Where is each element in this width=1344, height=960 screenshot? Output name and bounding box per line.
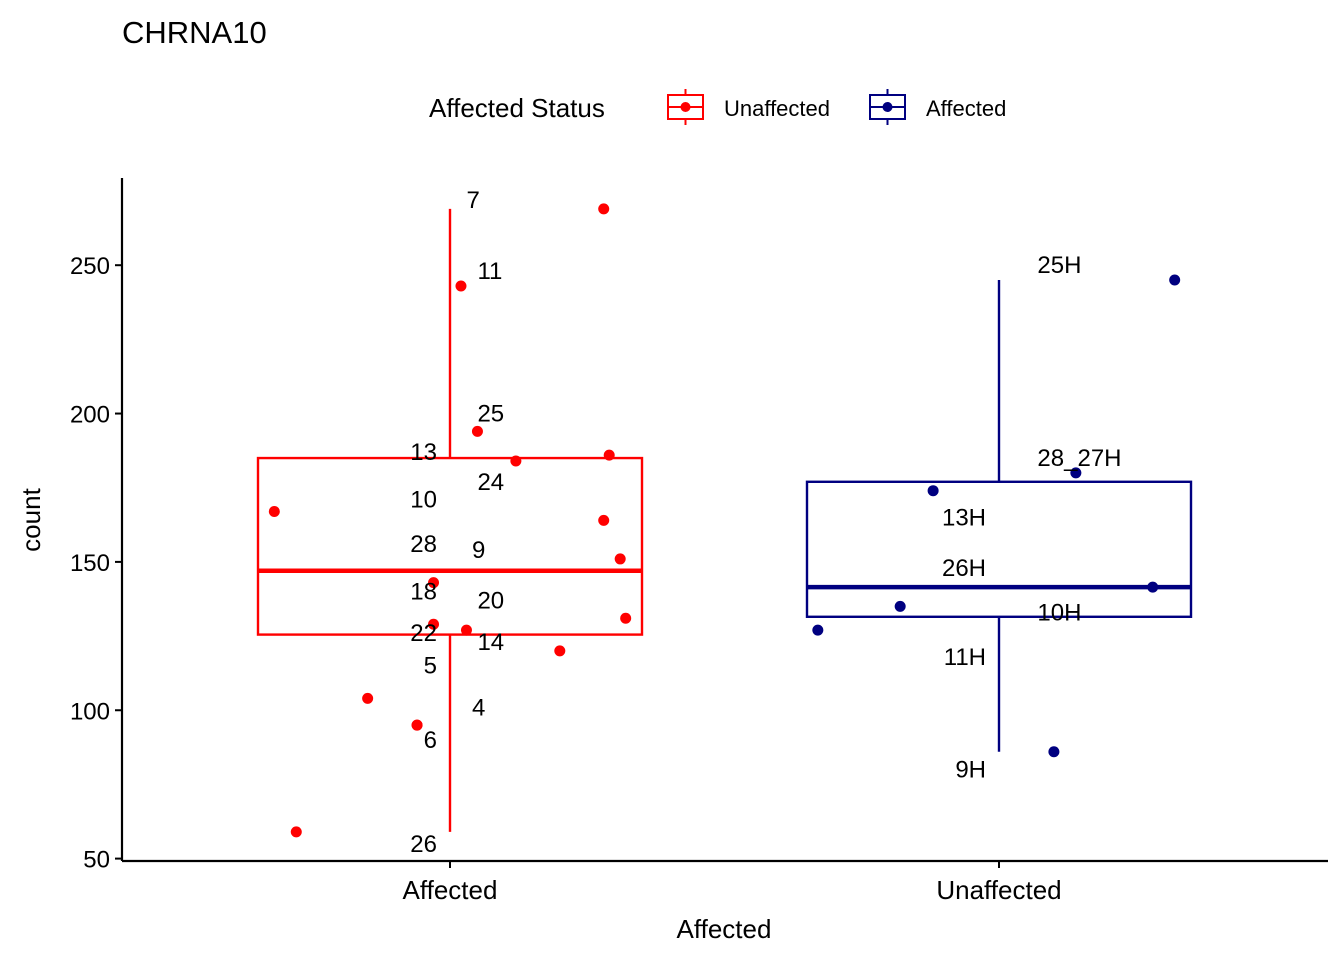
legend-key-1 xyxy=(869,89,906,125)
point-0-9 xyxy=(620,612,632,624)
x-tick-label-1: Unaffected xyxy=(936,875,1061,905)
legend-title: Affected Status xyxy=(429,93,605,123)
point-0-12 xyxy=(554,645,566,657)
plot-area: 50 100 150 200 250 Affected Unaffected 7 11 25 13 2… xyxy=(70,178,1328,905)
legend: Affected Status Unaffected Affected xyxy=(429,89,1006,125)
point-label-19: 26H xyxy=(942,555,986,582)
point-label-3: 13 xyxy=(410,439,437,466)
y-tick-label-250: 250 xyxy=(70,253,110,280)
point-0-1 xyxy=(455,280,467,292)
point-label-5: 10 xyxy=(410,487,437,514)
point-1-1 xyxy=(1070,467,1082,479)
box-rect-0 xyxy=(256,456,644,636)
point-label-22: 9H xyxy=(955,757,986,784)
point-0-15 xyxy=(411,719,423,731)
point-label-12: 5 xyxy=(424,653,437,680)
box-0 xyxy=(256,203,644,838)
point-0-5 xyxy=(268,505,280,517)
point-label-15: 26 xyxy=(410,831,437,858)
chart-title: CHRNA10 xyxy=(122,15,267,50)
point-1-6 xyxy=(1048,746,1060,758)
x-tick-label-0: Affected xyxy=(403,875,498,905)
point-0-16 xyxy=(290,826,302,838)
point-label-11: 14 xyxy=(477,629,504,656)
point-label-9: 20 xyxy=(477,587,504,614)
point-label-8: 18 xyxy=(410,579,437,606)
point-0-7 xyxy=(614,553,626,565)
point-0-8 xyxy=(428,577,440,589)
box-1 xyxy=(805,274,1193,758)
point-label-2: 25 xyxy=(477,401,504,428)
point-0-10 xyxy=(428,618,440,630)
point-1-2 xyxy=(927,485,939,497)
y-tick-label-200: 200 xyxy=(70,402,110,429)
point-1-4 xyxy=(894,600,906,612)
point-0-11 xyxy=(460,624,472,636)
legend-label-0: Unaffected xyxy=(724,96,830,121)
point-1-0 xyxy=(1169,274,1181,286)
point-label-1: 11 xyxy=(477,258,502,285)
point-label-18: 13H xyxy=(942,504,986,531)
box-rect-1 xyxy=(805,480,1193,618)
point-label-20: 10H xyxy=(1037,599,1081,626)
y-tick-label-150: 150 xyxy=(70,550,110,577)
legend-label-1: Affected xyxy=(926,96,1006,121)
point-label-21: 11H xyxy=(944,644,986,671)
point-0-2 xyxy=(471,425,483,437)
legend-point-1 xyxy=(882,102,893,112)
point-0-0 xyxy=(598,203,610,215)
point-1-3 xyxy=(1147,581,1159,593)
point-label-6: 28 xyxy=(410,531,437,558)
legend-point-0 xyxy=(680,102,691,112)
point-0-4 xyxy=(603,449,615,461)
point-label-14: 6 xyxy=(424,727,437,754)
point-1-5 xyxy=(812,624,824,636)
y-tick-label-50: 50 xyxy=(83,847,110,874)
point-0-6 xyxy=(598,514,610,526)
y-axis-label: count xyxy=(16,487,46,551)
point-label-0: 7 xyxy=(466,187,479,214)
legend-key-0 xyxy=(667,89,704,125)
point-label-17: 28_27H xyxy=(1037,445,1121,472)
point-label-16: 25H xyxy=(1037,252,1081,279)
point-label-10: 22 xyxy=(410,620,437,647)
y-tick-label-100: 100 xyxy=(70,698,110,725)
x-axis-label: Affected xyxy=(677,914,772,944)
point-0-3 xyxy=(510,455,522,467)
point-label-7: 9 xyxy=(472,537,485,564)
point-0-13 xyxy=(362,692,374,704)
point-label-4: 24 xyxy=(477,469,504,496)
point-label-13: 4 xyxy=(472,694,485,721)
